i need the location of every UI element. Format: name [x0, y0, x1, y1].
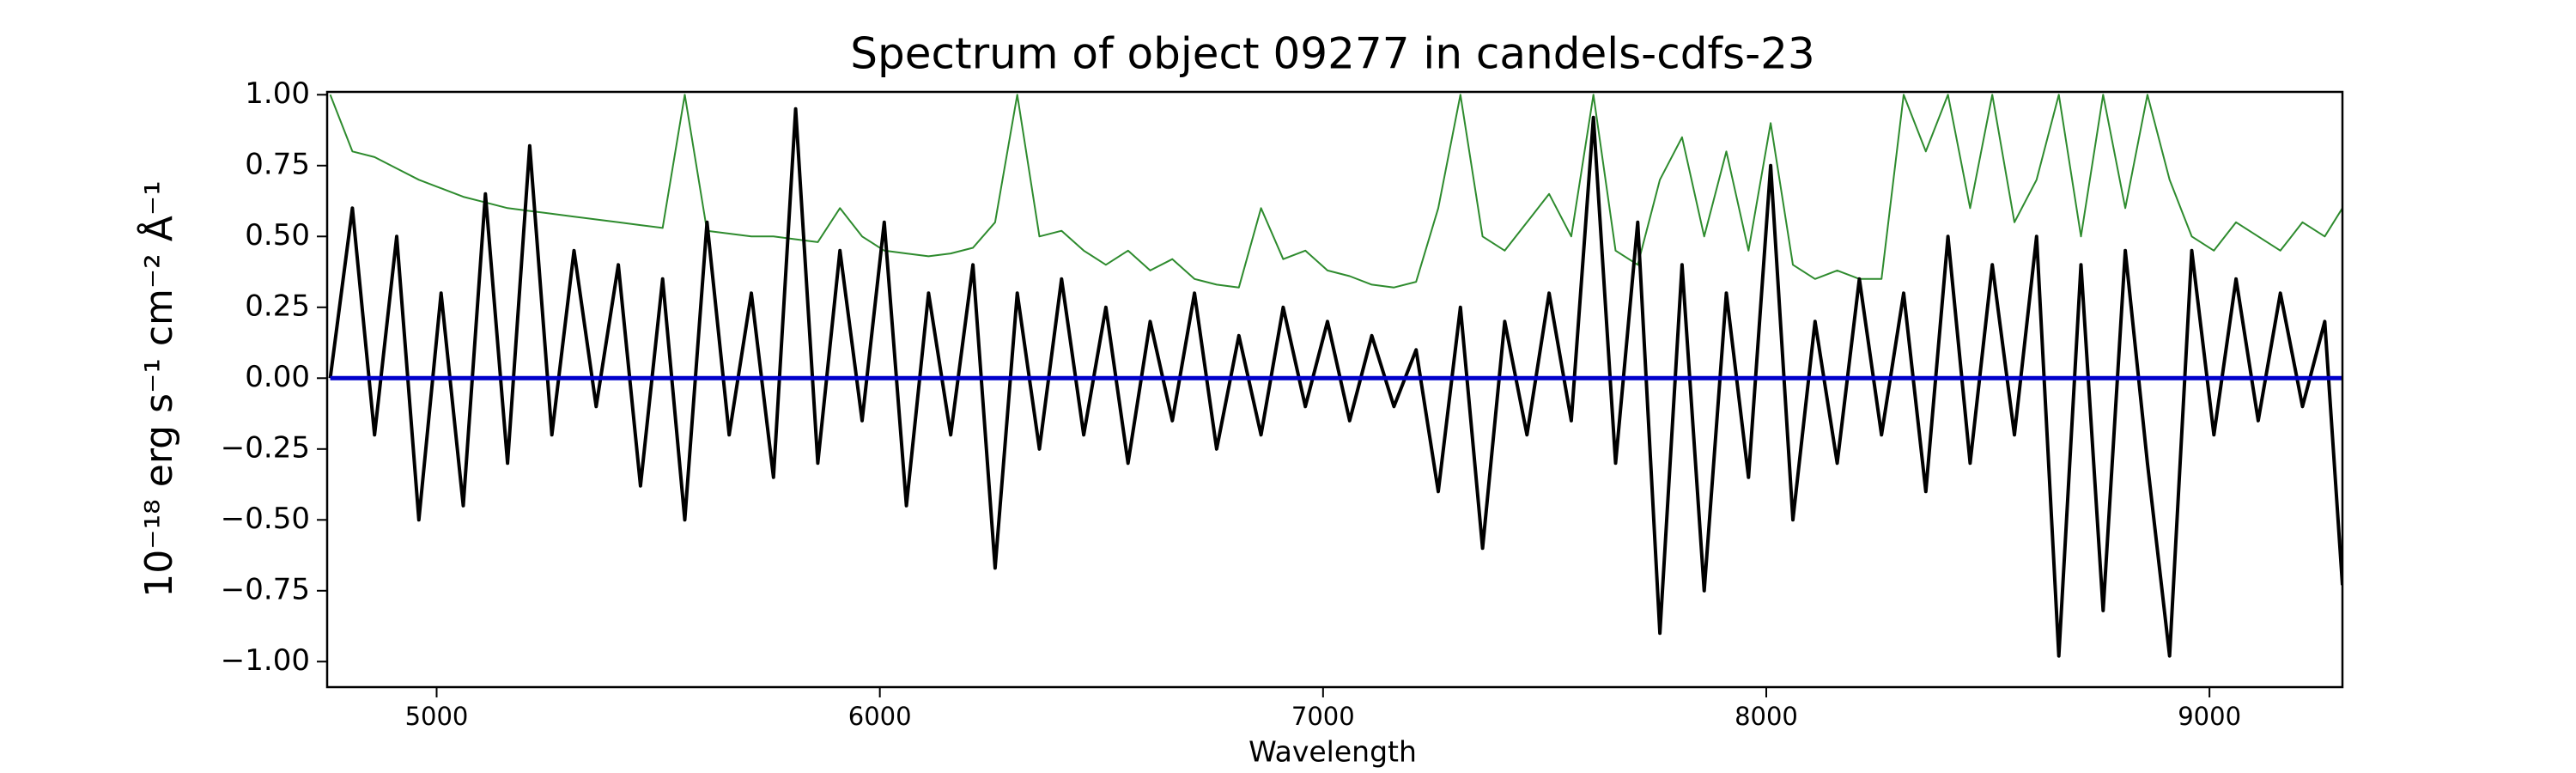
y-tick-label: −1.00 [221, 643, 310, 678]
spectrum-line [328, 107, 2342, 658]
chart-title: Spectrum of object 09277 in candels-cdfs… [850, 29, 1815, 79]
y-tick-label: −0.75 [221, 572, 310, 606]
plot-area [328, 94, 2342, 658]
y-tick-label: 1.00 [245, 76, 310, 111]
y-tick-label: 0.25 [245, 289, 310, 323]
y-tick-label: 0.75 [245, 147, 310, 181]
x-tick-label: 9000 [2178, 702, 2241, 731]
axes-frame [325, 90, 2344, 689]
y-axis-label: 10⁻¹⁸ erg s⁻¹ cm⁻² Å⁻¹ [136, 180, 181, 597]
y-tick-label: 0.50 [245, 218, 310, 253]
spectrum-line [329, 94, 2342, 289]
x-axis-label: Wavelength [1249, 735, 1417, 769]
x-tick-label: 7000 [1291, 702, 1355, 731]
x-tick-label: 6000 [848, 702, 912, 731]
x-tick-label: 5000 [405, 702, 469, 731]
y-tick-label: 0.00 [245, 360, 310, 394]
x-tick-label: 8000 [1735, 702, 1798, 731]
y-tick-label: −0.25 [221, 430, 310, 465]
y-tick-label: −0.50 [221, 502, 310, 536]
